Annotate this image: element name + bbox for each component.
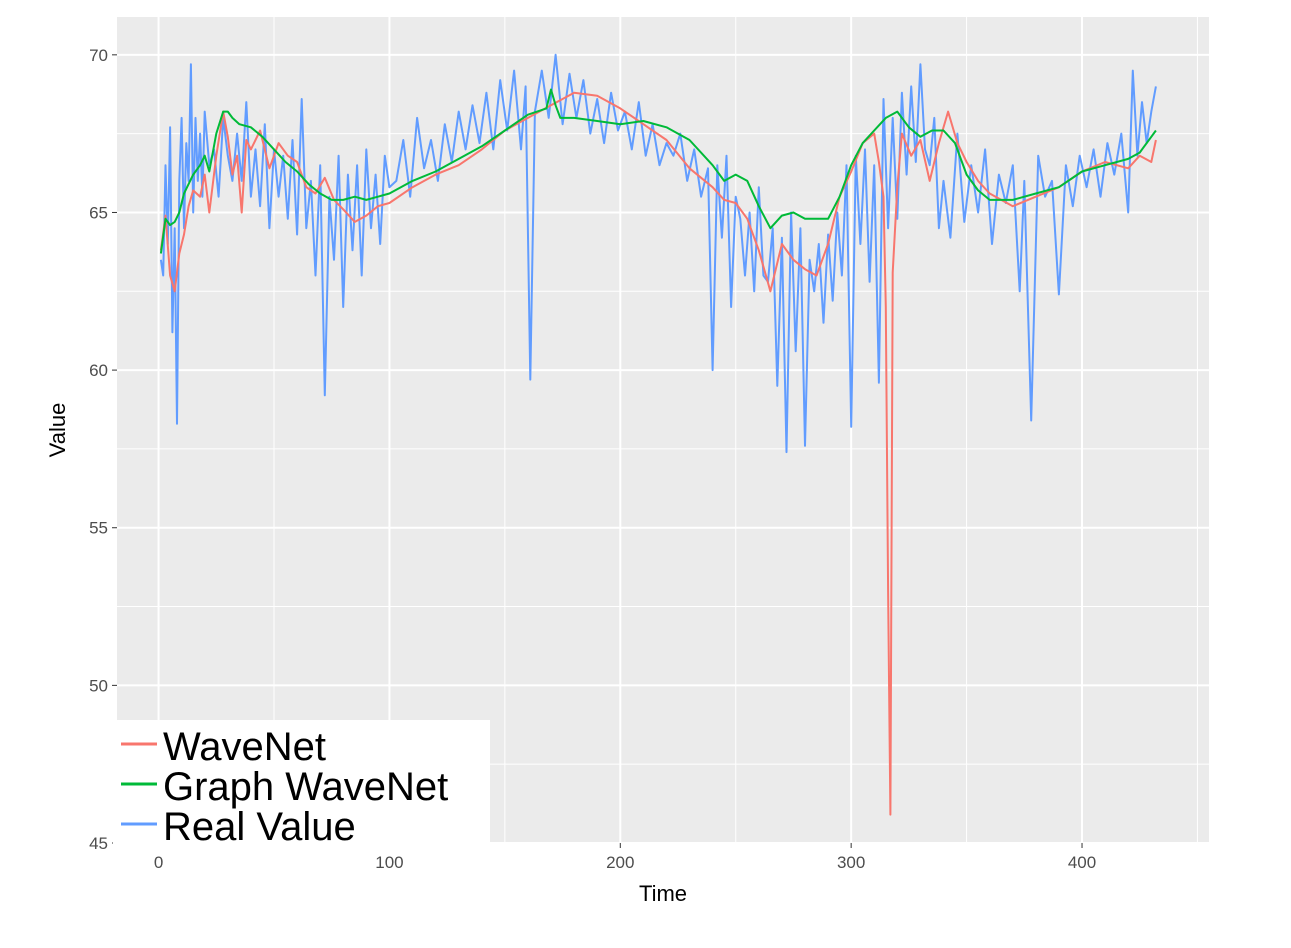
x-tick-label: 100 bbox=[375, 853, 403, 872]
y-axis: 45 50 55 60 65 70 bbox=[89, 46, 117, 853]
y-tick-label: 60 bbox=[89, 361, 108, 380]
x-tick-label: 0 bbox=[154, 853, 163, 872]
y-tick-label: 50 bbox=[89, 676, 108, 695]
y-tick-label: 65 bbox=[89, 203, 108, 222]
legend: WaveNet Graph WaveNet Real Value bbox=[113, 720, 490, 849]
x-tick-label: 200 bbox=[606, 853, 634, 872]
y-tick-label: 70 bbox=[89, 46, 108, 65]
x-axis: 0 100 200 300 400 bbox=[154, 843, 1096, 872]
x-axis-title: Time bbox=[639, 881, 687, 906]
x-tick-label: 400 bbox=[1068, 853, 1096, 872]
y-tick-label: 55 bbox=[89, 519, 108, 538]
series-line-graph-wavenet bbox=[159, 88, 1157, 254]
legend-item-real-value: Real Value bbox=[121, 805, 356, 849]
y-tick-label: 45 bbox=[89, 834, 108, 853]
series-line-real-value bbox=[159, 53, 1157, 454]
legend-label-wavenet: WaveNet bbox=[163, 725, 326, 769]
legend-label-graph-wavenet: Graph WaveNet bbox=[163, 765, 448, 809]
major-gridlines bbox=[117, 17, 1209, 844]
x-tick-label: 300 bbox=[837, 853, 865, 872]
legend-item-graph-wavenet: Graph WaveNet bbox=[121, 765, 448, 809]
plot-panel bbox=[117, 17, 1209, 843]
legend-item-wavenet: WaveNet bbox=[121, 725, 326, 769]
series-line-wavenet bbox=[159, 91, 1157, 816]
legend-box bbox=[113, 720, 490, 848]
y-axis-title: Value bbox=[45, 403, 70, 458]
series-layer bbox=[159, 53, 1157, 816]
legend-label-real-value: Real Value bbox=[163, 805, 356, 849]
